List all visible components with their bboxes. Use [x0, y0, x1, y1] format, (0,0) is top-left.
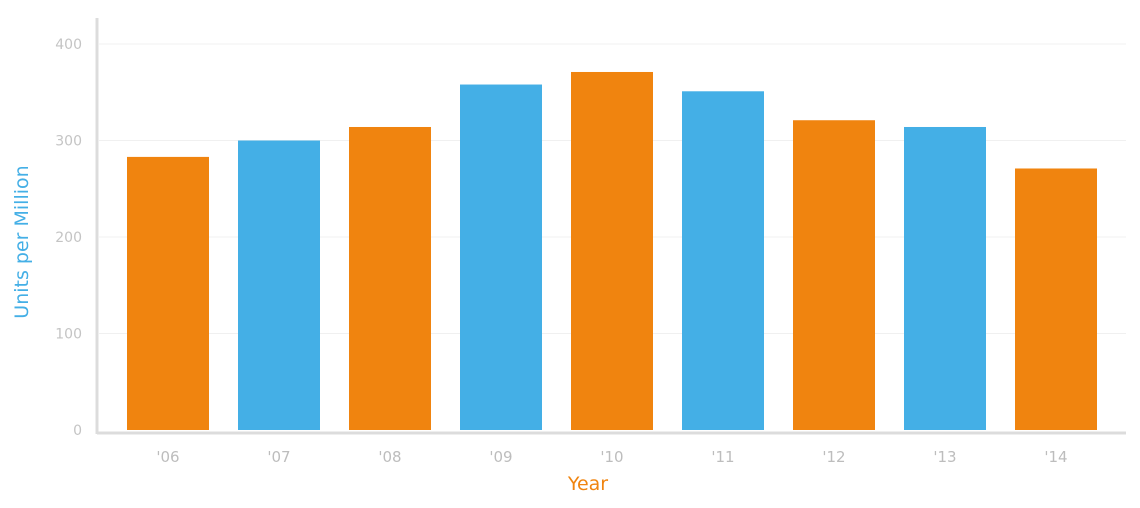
y-tick-label: 300	[55, 134, 82, 150]
x-axis-title: Year	[567, 473, 608, 495]
x-tick-label: '10	[600, 448, 623, 466]
bar	[349, 126, 431, 431]
bars	[127, 71, 1097, 431]
x-tick-label: '08	[378, 448, 401, 466]
y-tick-labels: 0 100 200 300 400	[55, 37, 82, 439]
x-tick-label: '14	[1044, 448, 1067, 466]
y-tick-label: 100	[55, 327, 82, 343]
x-tick-label: '13	[933, 448, 956, 466]
x-tick-label: '09	[489, 448, 512, 466]
y-tick-label: 0	[73, 423, 82, 439]
x-tick-label: '11	[711, 448, 734, 466]
bar	[682, 91, 764, 430]
y-axis-title: Units per Million	[11, 165, 33, 318]
bar	[904, 126, 986, 431]
bar	[571, 71, 653, 431]
x-tick-label: '06	[156, 448, 179, 466]
bar	[460, 84, 542, 430]
x-tick-labels: '06 '07 '08 '09 '10 '11 '12 '13 '14	[156, 448, 1067, 466]
x-tick-label: '07	[267, 448, 290, 466]
bar	[1015, 168, 1097, 431]
bar	[793, 120, 875, 431]
bar	[127, 156, 209, 430]
y-tick-label: 400	[55, 37, 82, 53]
y-tick-label: 200	[55, 230, 82, 246]
bar	[238, 140, 320, 430]
x-tick-label: '12	[822, 448, 845, 466]
